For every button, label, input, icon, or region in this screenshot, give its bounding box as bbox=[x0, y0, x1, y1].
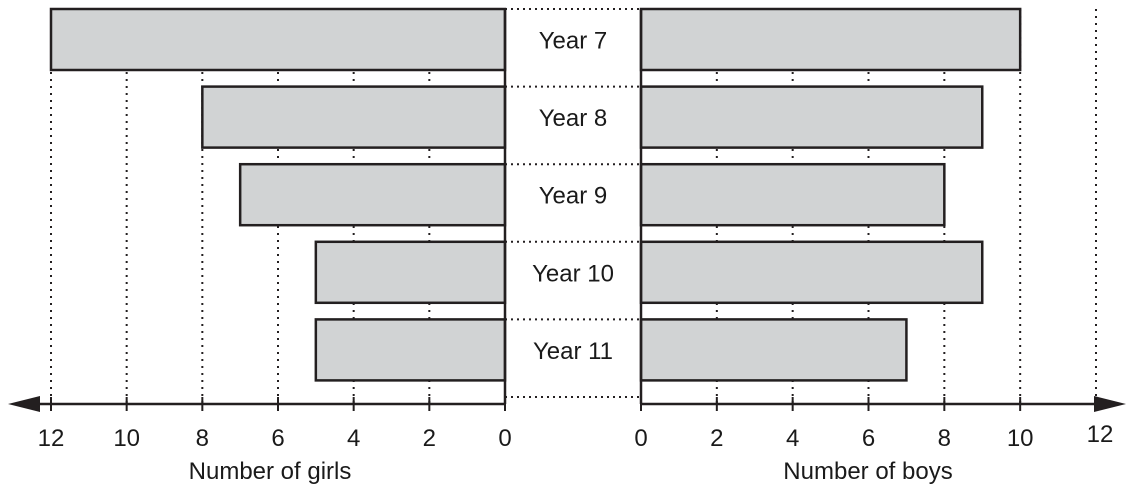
category-labels: Year 7 Year 8 Year 9 Year 10 Year 11 bbox=[532, 28, 614, 365]
boys-bar-year-9 bbox=[639, 162, 946, 227]
girls-bar-year-8 bbox=[201, 85, 507, 149]
left-axis-title: Number of girls bbox=[189, 458, 352, 485]
boys-bar-year-8 bbox=[639, 85, 984, 149]
girls-tick-label-8: 8 bbox=[196, 425, 209, 452]
girls-tick-label-0: 0 bbox=[498, 425, 511, 452]
bars bbox=[49, 7, 1022, 382]
category-label-year-7: Year 7 bbox=[539, 28, 608, 55]
category-label-year-9: Year 9 bbox=[539, 183, 608, 210]
girls-bar-year-11 bbox=[314, 318, 507, 382]
category-label-year-8: Year 8 bbox=[539, 105, 608, 132]
boys-tick-label-4: 4 bbox=[786, 425, 799, 452]
category-label-year-11: Year 11 bbox=[533, 338, 613, 365]
boys-bar-year-10 bbox=[639, 240, 984, 305]
girls-bar-year-10 bbox=[314, 240, 507, 305]
boys-tick-label-10: 10 bbox=[1007, 425, 1034, 452]
right-axis-title: Number of boys bbox=[783, 458, 952, 485]
boys-tick-label-0: 0 bbox=[634, 425, 647, 452]
girls-tick-label-4: 4 bbox=[347, 425, 360, 452]
category-label-year-10: Year 10 bbox=[532, 260, 614, 287]
girls-bar-year-9 bbox=[238, 162, 507, 227]
girls-tick-label-10: 10 bbox=[113, 425, 140, 452]
boys-tick-label-6: 6 bbox=[862, 425, 875, 452]
boys-bar-year-11 bbox=[639, 318, 908, 382]
girls-bar-year-7 bbox=[49, 7, 507, 72]
girls-tick-label-2: 2 bbox=[423, 425, 436, 452]
girls-axis-arrow bbox=[8, 396, 40, 412]
boys-bar-year-7 bbox=[639, 7, 1022, 72]
axes: 12 10 8 6 4 2 0 0 2 4 6 8 10 12 bbox=[8, 9, 1126, 452]
boys-tick-label-2: 2 bbox=[710, 425, 723, 452]
boys-tick-label-12: 12 bbox=[1087, 421, 1114, 448]
boys-tick-label-8: 8 bbox=[938, 425, 951, 452]
boys-axis-arrow bbox=[1094, 396, 1126, 412]
girls-tick-label-6: 6 bbox=[271, 425, 284, 452]
girls-tick-label-12: 12 bbox=[38, 425, 65, 452]
